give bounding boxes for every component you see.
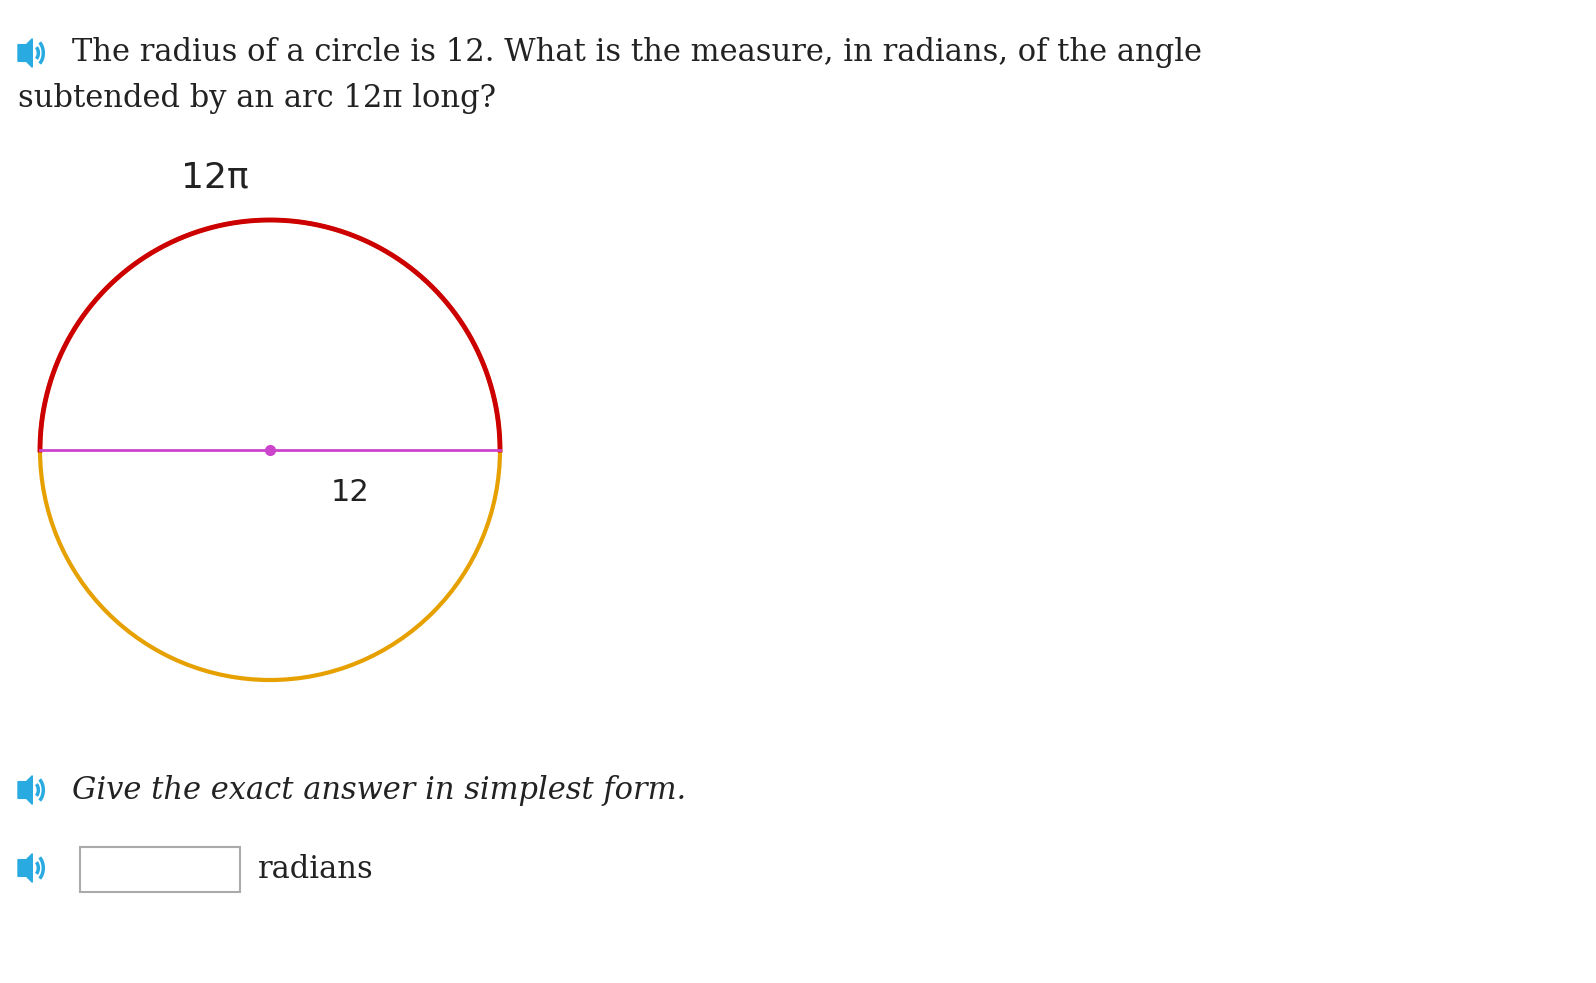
Polygon shape [18,776,32,804]
Polygon shape [18,853,32,883]
Text: 12: 12 [330,478,370,507]
Text: Give the exact answer in simplest form.: Give the exact answer in simplest form. [72,775,686,805]
FancyBboxPatch shape [80,847,239,892]
Text: radians: radians [259,854,373,885]
Polygon shape [18,38,32,67]
Text: 12π: 12π [180,161,249,195]
Text: subtended by an arc 12π long?: subtended by an arc 12π long? [18,83,496,113]
Text: The radius of a circle is 12. What is the measure, in radians, of the angle: The radius of a circle is 12. What is th… [72,37,1202,69]
